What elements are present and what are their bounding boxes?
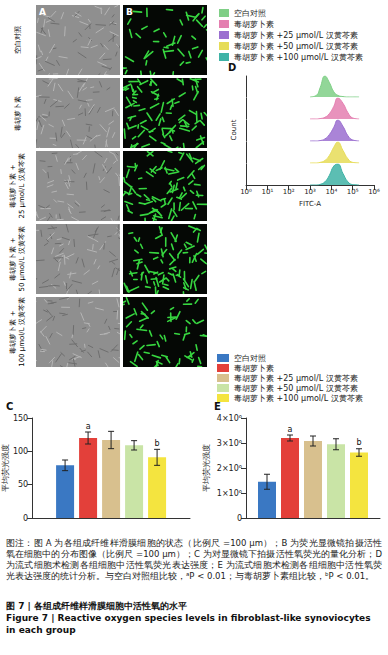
svg-text:150: 150 (13, 414, 28, 423)
svg-text:10⁰: 10⁰ (240, 188, 252, 196)
html-text:图注：图 A 为各组成纤维样滑膜细胞的状态（比例尺 =100: 图注：图 A 为各组成纤维样滑膜细胞的状态（比例尺 =100 μm）；B 为荧光… (6, 538, 382, 581)
svg-text:毒胡萝卜素 +50 μmol/L 汉黄芩素: 毒胡萝卜素 +50 μmol/L 汉黄芩素 (234, 384, 358, 393)
svg-text:E: E (214, 401, 221, 412)
svg-text:C: C (6, 401, 13, 412)
svg-text:A: A (39, 7, 46, 17)
svg-text:a: a (86, 422, 91, 431)
svg-text:毒胡萝卜素 +100 μmol/L 汉黄芩素: 毒胡萝卜素 +100 μmol/L 汉黄芩素 (234, 53, 363, 62)
svg-text:FITC-A: FITC-A (299, 200, 321, 208)
html-text:Figure 7 | Reactive oxygen spe: Figure 7 | Reactive oxygen species level… (6, 613, 371, 635)
html-text:毒胡萝卜素 +: 毒胡萝卜素 + (9, 164, 17, 208)
svg-text:1×10⁶: 1×10⁶ (217, 489, 242, 498)
html-text:25 μmol/L 汉黄芩素: 25 μmol/L 汉黄芩素 (18, 153, 26, 219)
svg-text:毒胡萝卜素 +100 μmol/L 汉黄芩素: 毒胡萝卜素 +100 μmol/L 汉黄芩素 (234, 394, 363, 403)
svg-text:B: B (126, 7, 133, 17)
svg-text:10³: 10³ (304, 188, 316, 196)
svg-text:2×10⁶: 2×10⁶ (217, 464, 242, 473)
svg-text:b: b (356, 438, 361, 447)
svg-text:10²: 10² (283, 188, 295, 196)
svg-text:100: 100 (13, 447, 28, 456)
svg-text:平均荧光强度: 平均荧光强度 (202, 444, 211, 492)
svg-text:a: a (288, 425, 293, 434)
html-text:50 μmol/L 汉黄芩素: 50 μmol/L 汉黄芩素 (18, 226, 26, 292)
svg-text:平均荧光强度: 平均荧光强度 (1, 444, 10, 492)
svg-text:0: 0 (237, 514, 242, 523)
svg-text:10¹: 10¹ (261, 188, 273, 196)
svg-text:毒胡萝卜素: 毒胡萝卜素 (234, 20, 274, 29)
svg-text:b: b (155, 439, 160, 448)
svg-text:10⁴: 10⁴ (325, 188, 337, 196)
html-text:100 μmol/L 汉黄芩素: 100 μmol/L 汉黄芩素 (18, 297, 26, 367)
svg-text:D: D (228, 62, 236, 73)
html-text:毒胡萝卜素 +: 毒胡萝卜素 + (9, 310, 17, 354)
svg-text:3×10⁶: 3×10⁶ (217, 439, 242, 448)
svg-text:10⁵: 10⁵ (347, 188, 359, 196)
html-text:毒胡萝卜素 +: 毒胡萝卜素 + (9, 237, 17, 281)
svg-text:0: 0 (23, 514, 28, 523)
svg-text:空白对照: 空白对照 (234, 9, 266, 18)
svg-text:10⁶: 10⁶ (368, 188, 380, 196)
html-text:空白对照: 空白对照 (13, 26, 22, 54)
svg-text:50: 50 (18, 480, 28, 489)
svg-text:Count: Count (230, 119, 238, 140)
svg-text:毒胡萝卜素: 毒胡萝卜素 (234, 364, 274, 373)
svg-text:毒胡萝卜素 +25 μmol/L 汉黄芩素: 毒胡萝卜素 +25 μmol/L 汉黄芩素 (234, 374, 358, 383)
html-text:图 7 | 各组成纤维样滑膜细胞中活性氧的水平: 图 7 | 各组成纤维样滑膜细胞中活性氧的水平 (6, 601, 187, 611)
svg-text:毒胡萝卜素 +25 μmol/L 汉黄芩素: 毒胡萝卜素 +25 μmol/L 汉黄芩素 (234, 31, 358, 40)
svg-text:毒胡萝卜素 +50 μmol/L 汉黄芩素: 毒胡萝卜素 +50 μmol/L 汉黄芩素 (234, 42, 358, 51)
svg-text:4×10⁶: 4×10⁶ (217, 414, 242, 423)
svg-text:空白对照: 空白对照 (234, 354, 266, 363)
html-text:毒胡萝卜素: 毒胡萝卜素 (13, 95, 22, 131)
